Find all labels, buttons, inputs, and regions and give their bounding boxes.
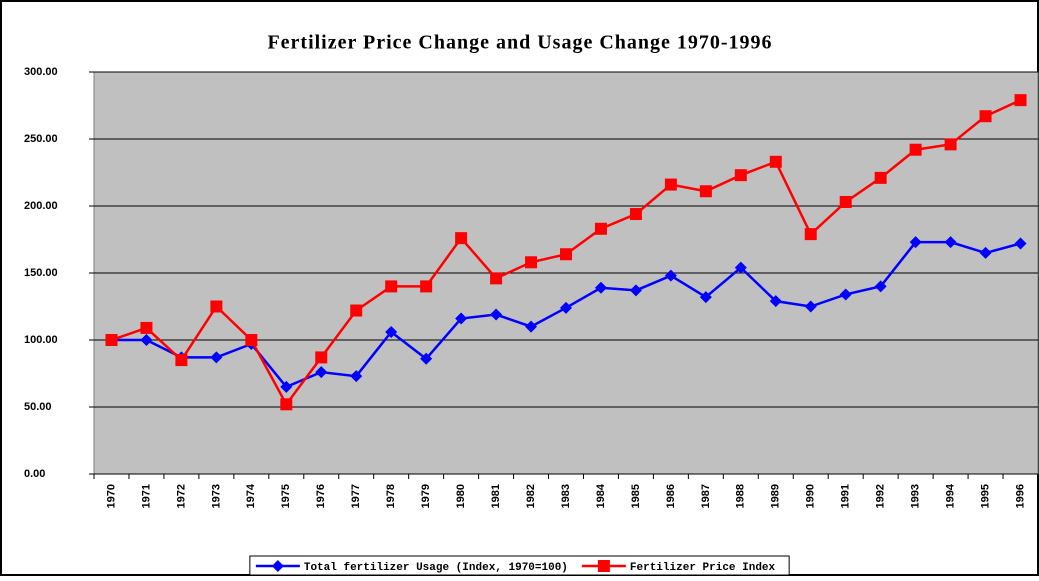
y-tick-label: 50.00: [24, 401, 52, 413]
data-point: [210, 300, 223, 313]
x-tick-label: 1988: [735, 484, 747, 508]
y-tick-label: 300.00: [24, 66, 58, 78]
data-point: [804, 300, 817, 313]
x-tick-label: 1984: [595, 483, 607, 508]
data-point: [455, 312, 468, 325]
data-point: [560, 248, 572, 261]
data-point: [105, 334, 118, 346]
data-point: [594, 222, 607, 235]
legend: Total fertilizer Usage (Index, 1970=100)…: [249, 555, 790, 576]
x-tick-label: 1978: [385, 484, 397, 508]
data-point: [804, 228, 817, 241]
data-point: [944, 236, 957, 249]
x-tick-label: 1995: [979, 484, 991, 508]
data-point: [420, 280, 433, 293]
x-tick-label: 1993: [910, 484, 922, 508]
data-point: [839, 195, 852, 208]
x-tick-label: 1991: [840, 484, 852, 508]
data-point: [315, 351, 328, 364]
data-point: [245, 334, 258, 346]
data-point: [734, 261, 747, 274]
data-point: [350, 304, 363, 317]
legend-marker: [597, 560, 610, 572]
data-point: [629, 284, 642, 297]
x-tick-label: 1996: [1014, 484, 1026, 508]
data-point: [315, 366, 328, 379]
x-tick-label: 1982: [525, 484, 537, 508]
data-point: [210, 351, 223, 364]
x-tick-label: 1977: [350, 484, 362, 508]
data-point: [979, 246, 992, 259]
x-tick-label: 1992: [875, 484, 887, 508]
data-point: [525, 256, 538, 269]
x-tick-label: 1983: [560, 484, 572, 508]
x-tick-label: 1980: [455, 484, 467, 508]
x-tick-label: 1973: [210, 484, 222, 508]
x-tick-label: 1989: [770, 484, 782, 508]
x-tick-label: 1981: [490, 484, 502, 508]
data-point: [699, 291, 712, 304]
x-tick-label: 1985: [630, 484, 642, 508]
data-point: [350, 370, 363, 383]
data-point: [140, 321, 153, 334]
data-point: [629, 208, 642, 221]
x-tick-label: 1986: [665, 484, 677, 508]
data-point: [944, 138, 957, 151]
data-point: [699, 185, 712, 198]
data-point: [664, 269, 677, 282]
data-point: [664, 178, 677, 191]
data-point: [839, 288, 852, 301]
x-tick-label: 1971: [140, 484, 152, 508]
x-tick-label: 1987: [700, 484, 712, 508]
x-tick-label: 1976: [315, 484, 327, 508]
x-tick-label: 1974: [245, 483, 257, 508]
data-point: [280, 380, 293, 393]
legend-label: Fertilizer Price Index: [630, 562, 776, 574]
x-tick-label: 1990: [805, 484, 817, 508]
y-tick-label: 250.00: [24, 133, 58, 145]
x-tick-label: 1972: [175, 484, 187, 508]
data-point: [874, 171, 887, 184]
legend-label: Total fertilizer Usage (Index, 1970=100): [304, 562, 568, 574]
x-tick-label: 1970: [105, 484, 117, 508]
y-tick-label: 200.00: [24, 200, 58, 212]
data-point: [769, 295, 782, 308]
data-point: [525, 320, 538, 333]
x-tick-label: 1975: [280, 484, 292, 508]
data-point: [420, 352, 433, 365]
data-point: [909, 143, 922, 156]
data-point: [560, 301, 572, 314]
data-point: [175, 354, 188, 367]
data-point: [909, 236, 922, 249]
data-point: [280, 398, 293, 411]
x-tick-label: 1994: [944, 483, 956, 508]
data-point: [490, 308, 503, 321]
data-point: [979, 110, 992, 123]
data-point: [874, 280, 887, 293]
data-point: [455, 232, 468, 245]
data-point: [594, 281, 607, 294]
chart-title: Fertilizer Price Change and Usage Change…: [267, 32, 772, 54]
data-point: [385, 325, 398, 338]
y-tick-label: 100.00: [24, 334, 58, 346]
legend-box: [249, 555, 790, 576]
data-point: [490, 272, 503, 285]
data-point: [140, 334, 153, 346]
data-point: [769, 155, 782, 168]
data-point: [1014, 94, 1027, 107]
y-tick-label: 0.00: [24, 468, 45, 480]
data-point: [385, 280, 398, 293]
y-tick-label: 150.00: [24, 267, 58, 279]
data-point: [734, 169, 747, 182]
legend-marker: [271, 560, 284, 572]
x-tick-label: 1979: [420, 484, 432, 508]
data-point: [1014, 237, 1027, 250]
